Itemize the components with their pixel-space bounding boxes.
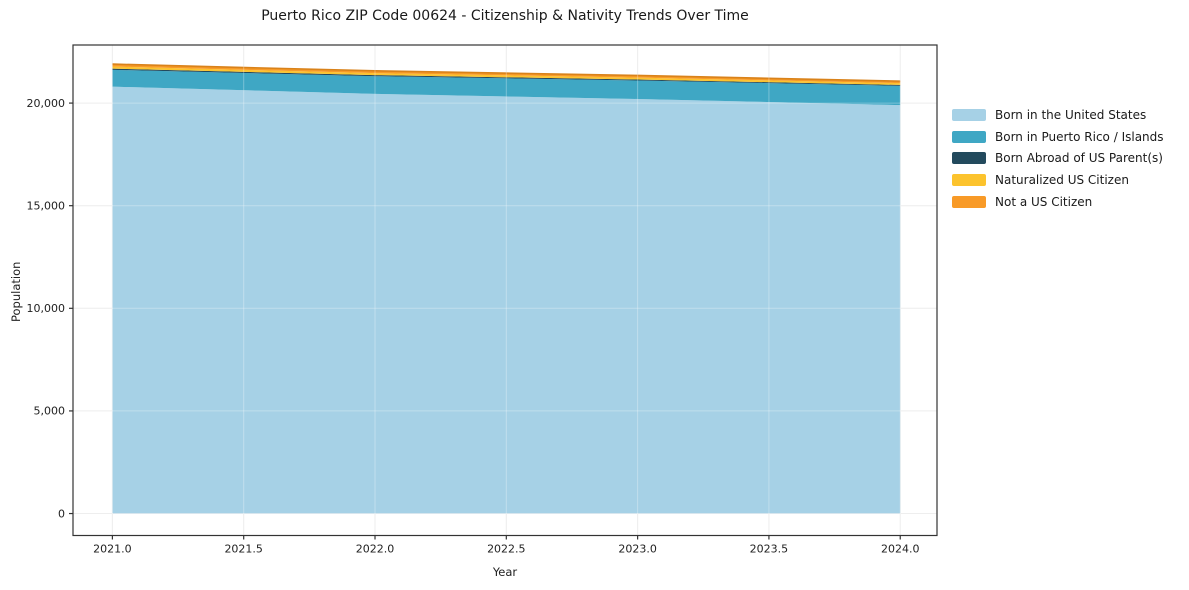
legend-label: Born in the United States <box>995 107 1147 122</box>
x-tick-label: 2023.5 <box>750 543 789 556</box>
x-axis-label: Year <box>492 565 518 579</box>
x-tick-label: 2021.0 <box>93 543 132 556</box>
legend-label: Born in Puerto Rico / Islands <box>995 129 1164 144</box>
legend-item-born-in-puerto-rico-islands: Born in Puerto Rico / Islands <box>952 126 1164 148</box>
area-naturalized-us-citizen <box>112 66 901 85</box>
area-born-in-puerto-rico-islands <box>112 69 901 106</box>
x-tick-label: 2022.0 <box>356 543 395 556</box>
area-born-abroad-of-us-parent-s- <box>112 68 901 86</box>
legend-label: Born Abroad of US Parent(s) <box>995 151 1163 166</box>
x-tick-label: 2021.5 <box>224 543 263 556</box>
y-tick-label: 10,000 <box>27 302 66 315</box>
legend-swatch-icon <box>952 173 986 186</box>
y-tick-label: 5,000 <box>34 405 66 418</box>
y-axis-label: Population <box>9 261 23 322</box>
legend-label: Naturalized US Citizen <box>995 172 1129 187</box>
x-tick-label: 2024.0 <box>881 543 920 556</box>
legend-item-born-in-the-united-states: Born in the United States <box>952 104 1164 126</box>
y-tick-label: 15,000 <box>27 199 66 212</box>
legend-item-born-abroad-of-us-parent-s-: Born Abroad of US Parent(s) <box>952 147 1164 169</box>
x-tick-label: 2023.0 <box>618 543 657 556</box>
y-tick-label: 0 <box>58 507 65 520</box>
legend-swatch-icon <box>952 152 986 165</box>
area-born-in-the-united-states <box>112 86 901 514</box>
chart-title: Puerto Rico ZIP Code 00624 - Citizenship… <box>261 8 749 24</box>
y-tick-label: 20,000 <box>27 97 66 110</box>
legend: Born in the United States Born in Puerto … <box>952 104 1164 212</box>
stack-top-edge <box>112 63 901 82</box>
legend-swatch-icon <box>952 130 986 143</box>
plot-border <box>72 44 938 537</box>
legend-item-not-a-us-citizen: Not a US Citizen <box>952 191 1164 213</box>
legend-swatch-icon <box>952 195 986 208</box>
legend-swatch-icon <box>952 108 986 121</box>
x-tick-label: 2022.5 <box>487 543 526 556</box>
legend-label: Not a US Citizen <box>995 194 1093 209</box>
legend-item-naturalized-us-citizen: Naturalized US Citizen <box>952 169 1164 191</box>
